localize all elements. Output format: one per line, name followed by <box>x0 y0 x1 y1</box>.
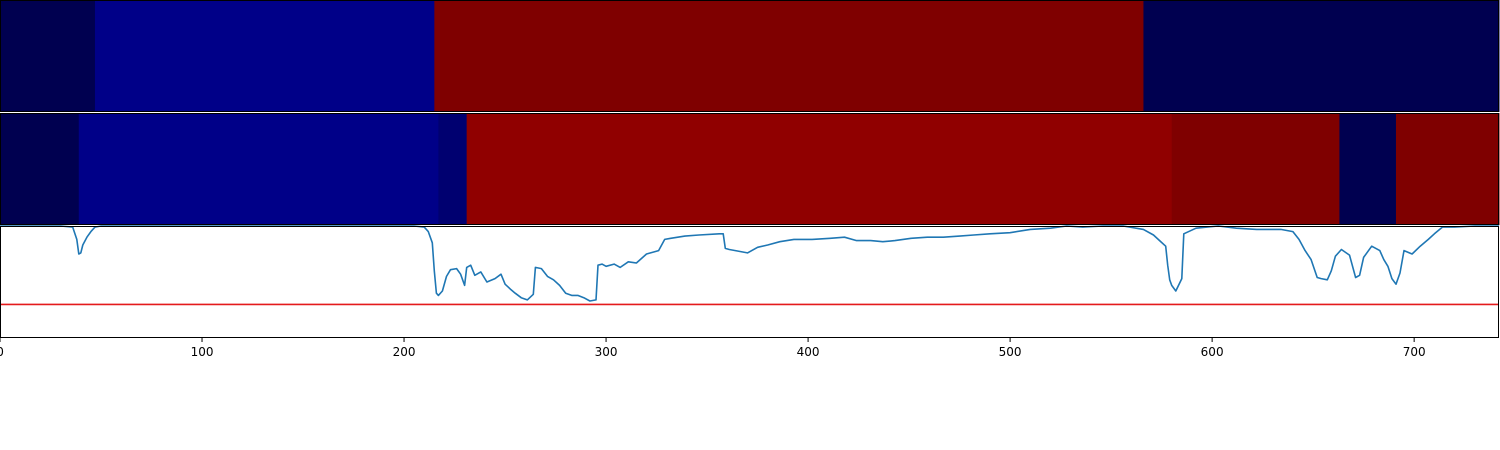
heatmap-segment-1-3 <box>434 0 1144 112</box>
heatmap-strip-middle <box>0 113 1500 225</box>
heatmap-strip-top <box>0 0 1500 112</box>
x-tick-label-200: 200 <box>393 345 416 359</box>
x-tick-label-600: 600 <box>1201 345 1224 359</box>
heatmap-segment-2-2 <box>78 113 439 225</box>
line-panel <box>0 225 1499 338</box>
x-tick-label-100: 100 <box>191 345 214 359</box>
series-line-1 <box>0 225 1499 302</box>
heatmap-segment-1-2 <box>94 0 435 112</box>
heatmap-segment-2-7 <box>1395 113 1500 225</box>
heatmap-segment-1-4 <box>1143 0 1500 112</box>
heatmap-segment-2-1 <box>0 113 80 225</box>
heatmap-segment-2-6 <box>1339 113 1397 225</box>
panel-frame-1 <box>0 0 1499 112</box>
heatmap-segment-1-1 <box>0 0 96 112</box>
x-tick-label-300: 300 <box>595 345 618 359</box>
x-tick-label-500: 500 <box>999 345 1022 359</box>
x-tick-label-400: 400 <box>797 345 820 359</box>
panel-frame-3 <box>0 226 1499 338</box>
x-tick-label-700: 700 <box>1403 345 1426 359</box>
heatmap-segment-2-3 <box>438 113 468 225</box>
x-axis: 0 100 200 300 400 500 600 700 <box>0 338 1426 359</box>
panel-frames <box>0 0 1499 338</box>
x-tick-label-0: 0 <box>0 345 4 359</box>
line-panel-background <box>0 226 1499 338</box>
panel-frame-2 <box>0 113 1499 225</box>
heatmap-segment-2-5 <box>1171 113 1340 225</box>
heatmap-segment-2-4 <box>466 113 1173 225</box>
